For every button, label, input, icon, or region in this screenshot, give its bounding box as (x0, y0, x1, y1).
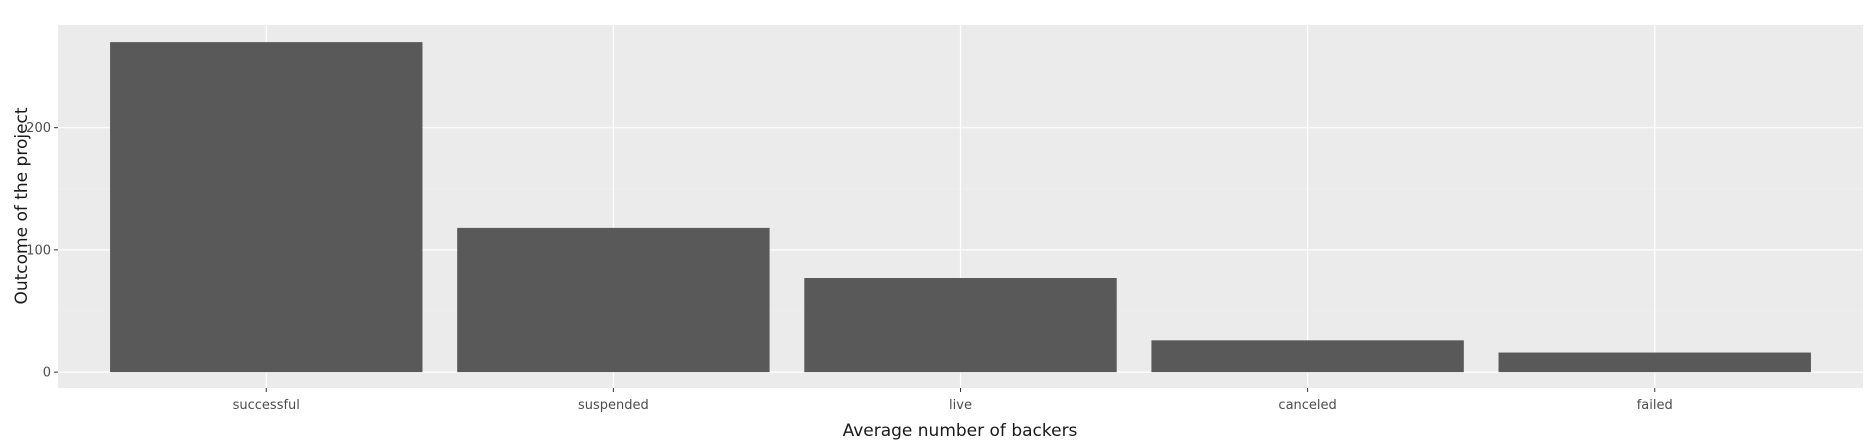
bar-suspended (457, 227, 770, 373)
y-tick-label: 200 (26, 121, 51, 136)
bar-successful (110, 42, 423, 373)
y-tick-label: 0 (43, 366, 51, 381)
y-axis-ticks: 0 100 200 (26, 121, 58, 381)
bar-live (804, 278, 1117, 373)
x-tick-label-suspended: suspended (578, 398, 649, 413)
x-tick-label-canceled: canceled (1278, 398, 1336, 413)
y-axis-title: Outcome of the project (12, 107, 32, 304)
x-tick-label-failed: failed (1637, 398, 1673, 413)
x-tick-label-successful: successful (233, 398, 300, 413)
bar-canceled (1151, 340, 1464, 373)
y-tick-label: 100 (26, 243, 51, 258)
bar-failed (1498, 352, 1811, 373)
x-axis-title: Average number of backers (843, 421, 1078, 441)
x-axis-ticks: successful suspended live canceled failed (233, 388, 1673, 413)
bars (110, 42, 1811, 373)
x-tick-label-live: live (949, 398, 972, 413)
